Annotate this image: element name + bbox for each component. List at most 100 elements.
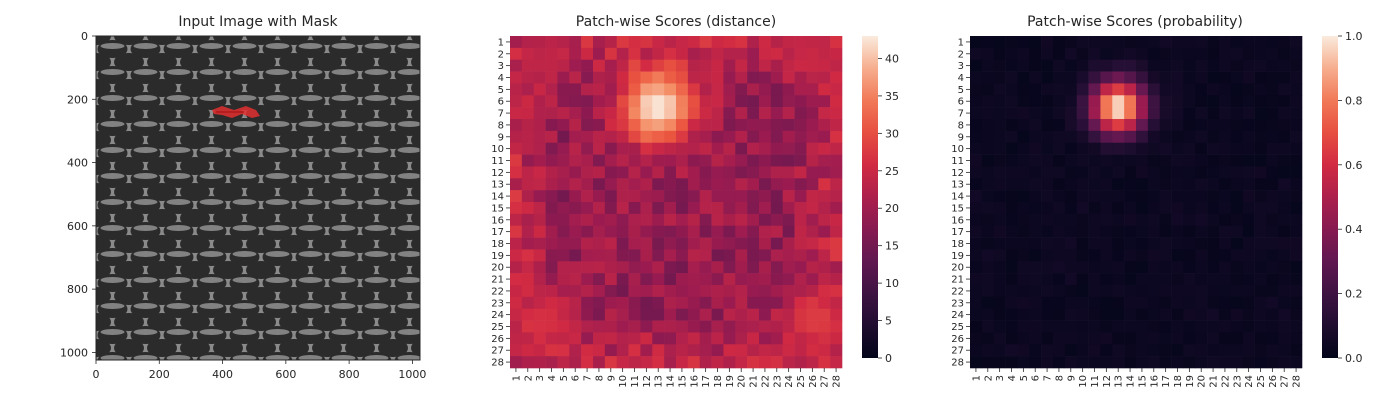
heatmap-cell [1171,308,1184,321]
heatmap-cell [1278,47,1291,61]
heatmap-cell [970,130,983,144]
heatmap-cell [569,190,582,203]
heatmap-cell [616,344,629,357]
row-label: 17 [951,227,964,238]
heatmap-cell [970,261,983,274]
heatmap-cell [1064,95,1078,108]
heatmap-cell [1219,36,1232,49]
heatmap-cell [1136,237,1149,250]
heatmap-cell [1053,213,1066,227]
heatmap-cell [1124,178,1137,191]
heatmap-cell [723,261,736,274]
heatmap-cell [652,190,665,203]
heatmap-cell [687,332,701,345]
heatmap-cell [628,249,641,262]
heatmap-cell [545,95,558,108]
heatmap-cell [711,154,724,167]
row-label: 20 [491,263,504,274]
heatmap-cell [970,142,983,155]
heatmap-cell [1136,130,1149,144]
heatmap-cell [759,119,772,132]
heatmap-cell [1124,71,1137,84]
heatmap-cell [1076,249,1089,262]
heatmap-cell [1230,202,1244,215]
colorbar-tick-label: 0 [885,352,892,365]
heatmap-cell [604,285,618,298]
heatmap-cell [1278,142,1291,155]
heatmap-cell [1219,95,1232,108]
heatmap-cell [1242,261,1255,274]
heatmap-cell [545,285,558,298]
heatmap-cell [1053,285,1066,298]
heatmap-cell [557,344,570,357]
heatmap-cell [747,296,760,310]
col-label: 26 [808,375,819,388]
heatmap-cell [687,178,701,191]
heatmap-cell [818,332,831,345]
heatmap-cell [1171,142,1184,155]
heatmap-cell [830,332,843,345]
heatmap-cell [581,213,594,227]
heatmap-cell [1195,273,1208,286]
heatmap-cell [628,320,641,333]
heatmap-cell [652,308,665,321]
heatmap-cell [806,308,819,321]
heatmap-cell [593,213,606,227]
distance-colorbar [862,36,878,358]
heatmap-cell [981,344,995,357]
colorbar-tick-label: 1.0 [1345,30,1363,43]
heatmap-cell [711,296,724,310]
heatmap-cell [652,356,665,369]
heatmap-cell [1005,261,1018,274]
heatmap-cell [993,95,1006,108]
heatmap-cell [687,261,701,274]
heatmap-cell [711,119,724,132]
heatmap-cell [723,213,736,227]
heatmap-cell [652,213,665,227]
heatmap-cell [699,237,712,250]
col-label: 25 [796,375,807,388]
heatmap-cell [1017,83,1030,96]
heatmap-cell [1124,356,1137,369]
heatmap-cell [593,71,606,84]
heatmap-cell [640,130,653,144]
heatmap-cell [1005,249,1018,262]
heatmap-cell [1290,308,1303,321]
heatmap-cell [747,178,760,191]
heatmap-cell [1112,107,1125,120]
heatmap-cell [616,36,629,49]
heatmap-cell [1278,95,1291,108]
row-label: 8 [498,120,504,131]
heatmap-cell [1278,36,1291,49]
heatmap-cell [723,130,736,144]
row-label: 15 [491,203,504,214]
heatmap-cell [818,225,831,238]
heatmap-cell [747,59,760,72]
heatmap-cell [1219,190,1232,203]
row-label: 5 [958,85,964,96]
heatmap-cell [1195,225,1208,238]
heatmap-cell [521,178,535,191]
heatmap-cell [1005,142,1018,155]
heatmap-cell [1112,59,1125,72]
heatmap-cell [711,130,724,144]
heatmap-cell [830,225,843,238]
heatmap-cell [1053,154,1066,167]
heatmap-cell [581,202,594,215]
heatmap-cell [510,130,523,144]
heatmap-cell [533,107,546,120]
heatmap-cell [699,130,712,144]
heatmap-cell [664,308,677,321]
heatmap-cell [521,225,535,238]
heatmap-cell [699,285,712,298]
heatmap-cell [770,225,784,238]
heatmap-cell [604,154,618,167]
heatmap-cell [1005,47,1018,61]
heatmap-cell [1219,213,1232,227]
heatmap-cell [628,213,641,227]
heatmap-cell [1207,47,1220,61]
heatmap-cell [723,332,736,345]
heatmap-cell [1171,107,1184,120]
row-label: 17 [491,227,504,238]
heatmap-cell [1041,296,1054,310]
